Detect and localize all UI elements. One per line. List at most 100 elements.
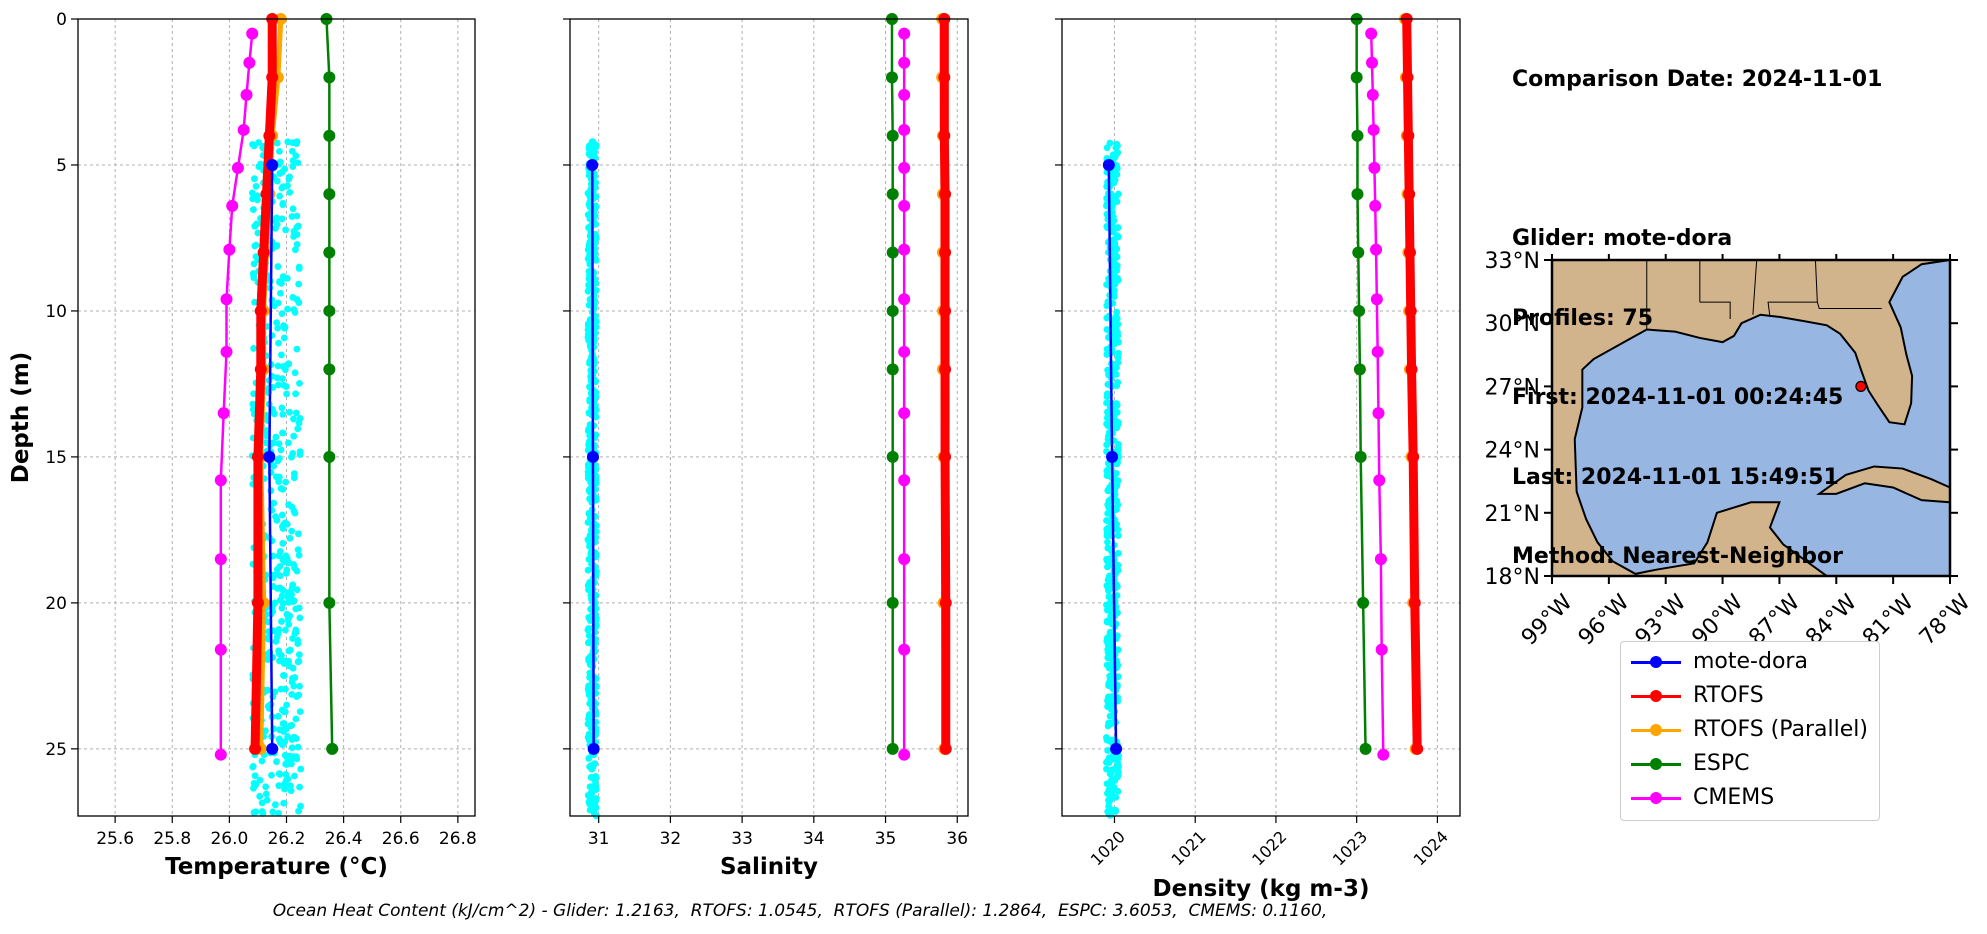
- data-point: [257, 246, 270, 259]
- data-point: [214, 474, 227, 487]
- x-tick-label: 34: [803, 829, 825, 849]
- data-point: [231, 161, 244, 174]
- glider-point: [585, 446, 592, 454]
- glider-point: [284, 305, 291, 313]
- glider-point: [289, 139, 297, 147]
- y-tick-label: 5: [56, 156, 67, 176]
- glider-point: [296, 708, 304, 715]
- glider-point: [1103, 765, 1110, 773]
- glider-point: [274, 299, 282, 307]
- glider-point: [295, 691, 303, 699]
- glider-point: [256, 792, 264, 800]
- x-tick-label: 1023: [1329, 827, 1371, 869]
- plot-frame: [77, 18, 476, 817]
- glider-point: [289, 163, 297, 170]
- data-point: [237, 123, 250, 136]
- data-point: [214, 748, 227, 761]
- legend-item-espc: ESPC: [1621, 749, 1879, 779]
- data-point: [323, 188, 336, 201]
- data-point: [586, 158, 599, 171]
- glider-point: [275, 440, 283, 448]
- glider-point: [279, 273, 287, 280]
- glider-point: [282, 725, 290, 733]
- glider-point: [585, 241, 593, 249]
- glider-point: [295, 280, 303, 288]
- glider-point: [273, 374, 281, 382]
- glider-point: [586, 531, 594, 539]
- data-point: [886, 742, 899, 755]
- x-tick-label: 36: [946, 829, 968, 849]
- glider-point: [278, 310, 286, 318]
- legend-label: CMEMS: [1693, 785, 1775, 810]
- glider-point: [251, 242, 259, 250]
- glider-point: [279, 741, 286, 749]
- glider-point: [282, 383, 290, 390]
- data-point: [938, 71, 951, 84]
- panel-salinity: 31 32 33 34 35 36 Salinity: [563, 13, 969, 880]
- glider-point: [1103, 144, 1111, 152]
- ocean: [1573, 258, 1951, 577]
- glider-point: [249, 762, 257, 770]
- legend-swatch-dot: [1650, 792, 1662, 804]
- lat-tick-label: 18°N: [1485, 565, 1540, 590]
- glider-point: [590, 803, 598, 810]
- data-point: [1403, 188, 1416, 201]
- glider-point: [276, 650, 283, 658]
- glider-point: [294, 743, 302, 751]
- legend-swatch-dot: [1650, 690, 1662, 702]
- data-point: [1357, 596, 1370, 609]
- x-tick-label: 33: [731, 829, 753, 849]
- data-point: [1369, 199, 1382, 212]
- data-point: [1350, 71, 1363, 84]
- glider-point: [263, 650, 271, 658]
- glider-point: [1105, 795, 1113, 803]
- glider-point: [278, 604, 286, 612]
- glider-point: [585, 625, 592, 632]
- glider-point: [284, 756, 292, 764]
- data-point: [263, 129, 276, 142]
- glider-point: [276, 770, 284, 778]
- glider-point: [295, 299, 303, 307]
- data-point: [323, 304, 336, 317]
- x-tick-label: 25.6: [96, 829, 134, 849]
- glider-point: [1105, 465, 1113, 473]
- glider-point: [295, 651, 303, 659]
- data-point: [1371, 345, 1384, 358]
- glider-point: [294, 159, 302, 167]
- glider-point: [273, 628, 281, 636]
- glider-point: [272, 224, 279, 232]
- glider-point: [289, 635, 296, 642]
- glider-point: [272, 513, 279, 521]
- glider-point: [273, 758, 280, 766]
- glider-point: [1107, 682, 1114, 690]
- y-tick-label: 20: [45, 594, 67, 614]
- glider-point: [248, 189, 256, 197]
- glider-point: [592, 782, 600, 790]
- glider-point: [281, 165, 289, 173]
- glider-point: [281, 685, 289, 693]
- glider-point: [1114, 378, 1122, 386]
- glider-point: [296, 682, 303, 690]
- plot-frame: [1061, 18, 1461, 817]
- glider-point: [270, 462, 278, 470]
- glider-point: [1103, 393, 1111, 401]
- glider-point: [249, 400, 257, 408]
- data-point: [898, 553, 911, 566]
- lat-tick-label: 24°N: [1485, 439, 1540, 464]
- data-point: [939, 450, 952, 463]
- state-border: [1752, 259, 1758, 315]
- data-point: [1367, 123, 1380, 136]
- data-point: [1411, 742, 1424, 755]
- glider-point: [284, 733, 292, 740]
- data-point: [266, 158, 279, 171]
- glider-point: [1106, 628, 1114, 636]
- data-point: [1407, 450, 1420, 463]
- glider-point: [280, 671, 287, 679]
- glider-point: [585, 441, 592, 449]
- glider-point: [296, 614, 304, 622]
- glider-point: [592, 773, 600, 780]
- glider-point: [250, 260, 258, 268]
- glider-point: [285, 599, 293, 606]
- glider-point: [250, 809, 258, 816]
- glider-point: [262, 783, 270, 791]
